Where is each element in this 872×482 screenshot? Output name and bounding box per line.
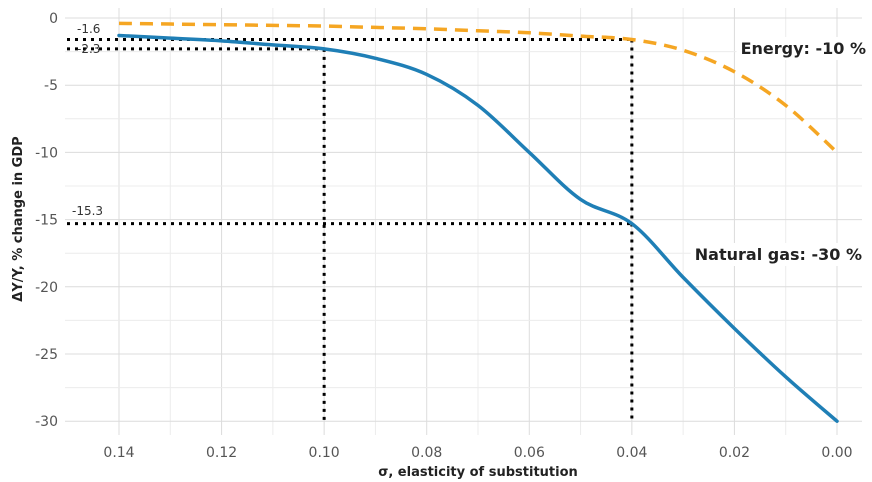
reference-label: -2.3 bbox=[77, 42, 100, 56]
energy-line bbox=[118, 21, 839, 154]
grid-lines bbox=[65, 8, 862, 435]
reference-label: -1.6 bbox=[77, 22, 100, 36]
y-tick-label: -15 bbox=[35, 213, 58, 229]
reference-label: -15.3 bbox=[72, 204, 103, 218]
y-tick-label: 0 bbox=[49, 11, 58, 27]
x-tick-label: 0.12 bbox=[206, 445, 237, 461]
y-tick-label: -5 bbox=[44, 78, 58, 94]
y-tick-label: -30 bbox=[35, 414, 58, 430]
series-label-background bbox=[690, 243, 866, 266]
y-axis-title: ΔY/Y, % change in GDP bbox=[11, 136, 26, 301]
reference-lines bbox=[67, 38, 634, 421]
x-axis-ticks: 0.14 0.12 0.10 0.08 0.06 0.04 0.02 0.00 bbox=[103, 445, 852, 461]
y-axis-ticks: 0 -5 -10 -15 -20 -25 -30 bbox=[35, 11, 58, 430]
x-tick-label: 0.06 bbox=[514, 445, 545, 461]
x-tick-label: 0.10 bbox=[309, 445, 340, 461]
y-tick-label: -20 bbox=[35, 280, 58, 296]
series-labels: Natural gas: -30 % Energy: -10 % bbox=[690, 37, 870, 266]
x-tick-label: 0.02 bbox=[719, 445, 750, 461]
y-tick-label: -10 bbox=[35, 145, 58, 161]
x-axis-title: σ, elasticity of substitution bbox=[378, 465, 578, 480]
x-tick-label: 0.08 bbox=[411, 445, 442, 461]
reference-labels: -1.6 -2.3 -15.3 bbox=[72, 22, 103, 218]
energy-label: Energy: -10 % bbox=[741, 39, 866, 58]
natural-gas-line bbox=[117, 33, 839, 423]
x-tick-label: 0.14 bbox=[103, 445, 134, 461]
natural-gas-label: Natural gas: -30 % bbox=[695, 245, 862, 264]
series-lines bbox=[117, 21, 839, 423]
x-tick-label: 0.04 bbox=[616, 445, 647, 461]
x-tick-label: 0.00 bbox=[821, 445, 852, 461]
series-label-background bbox=[736, 37, 870, 60]
y-tick-label: -25 bbox=[35, 347, 58, 363]
